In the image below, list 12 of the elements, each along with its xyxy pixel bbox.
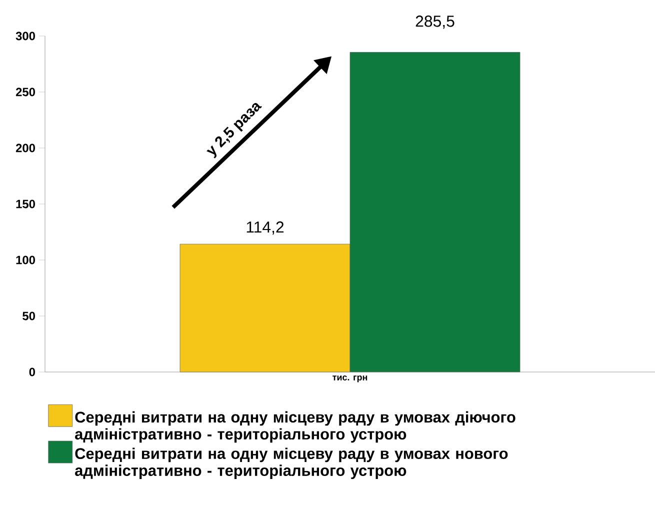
data-label: 285,5 — [416, 16, 454, 29]
y-tick-label: 300 — [16, 32, 35, 40]
legend-label: Середні витрати на одну місцеву раду в умовах діючого адміністративно - територіального устрою — [75, 411, 516, 443]
y-tick-label: 100 — [16, 256, 35, 264]
legend-label: Середні витрати на одну місцеву раду в умовах нового адміністративно - територіального устрою — [75, 448, 508, 480]
y-tick-label: 50 — [22, 312, 35, 320]
y-tick-label: 150 — [16, 200, 35, 208]
data-label: 114,2 — [246, 221, 284, 235]
y-tick-label: 200 — [16, 144, 35, 152]
y-tick-label: 250 — [16, 88, 35, 96]
x-axis-title: тис. грн — [332, 376, 368, 382]
y-tick-label: 0 — [29, 368, 35, 376]
